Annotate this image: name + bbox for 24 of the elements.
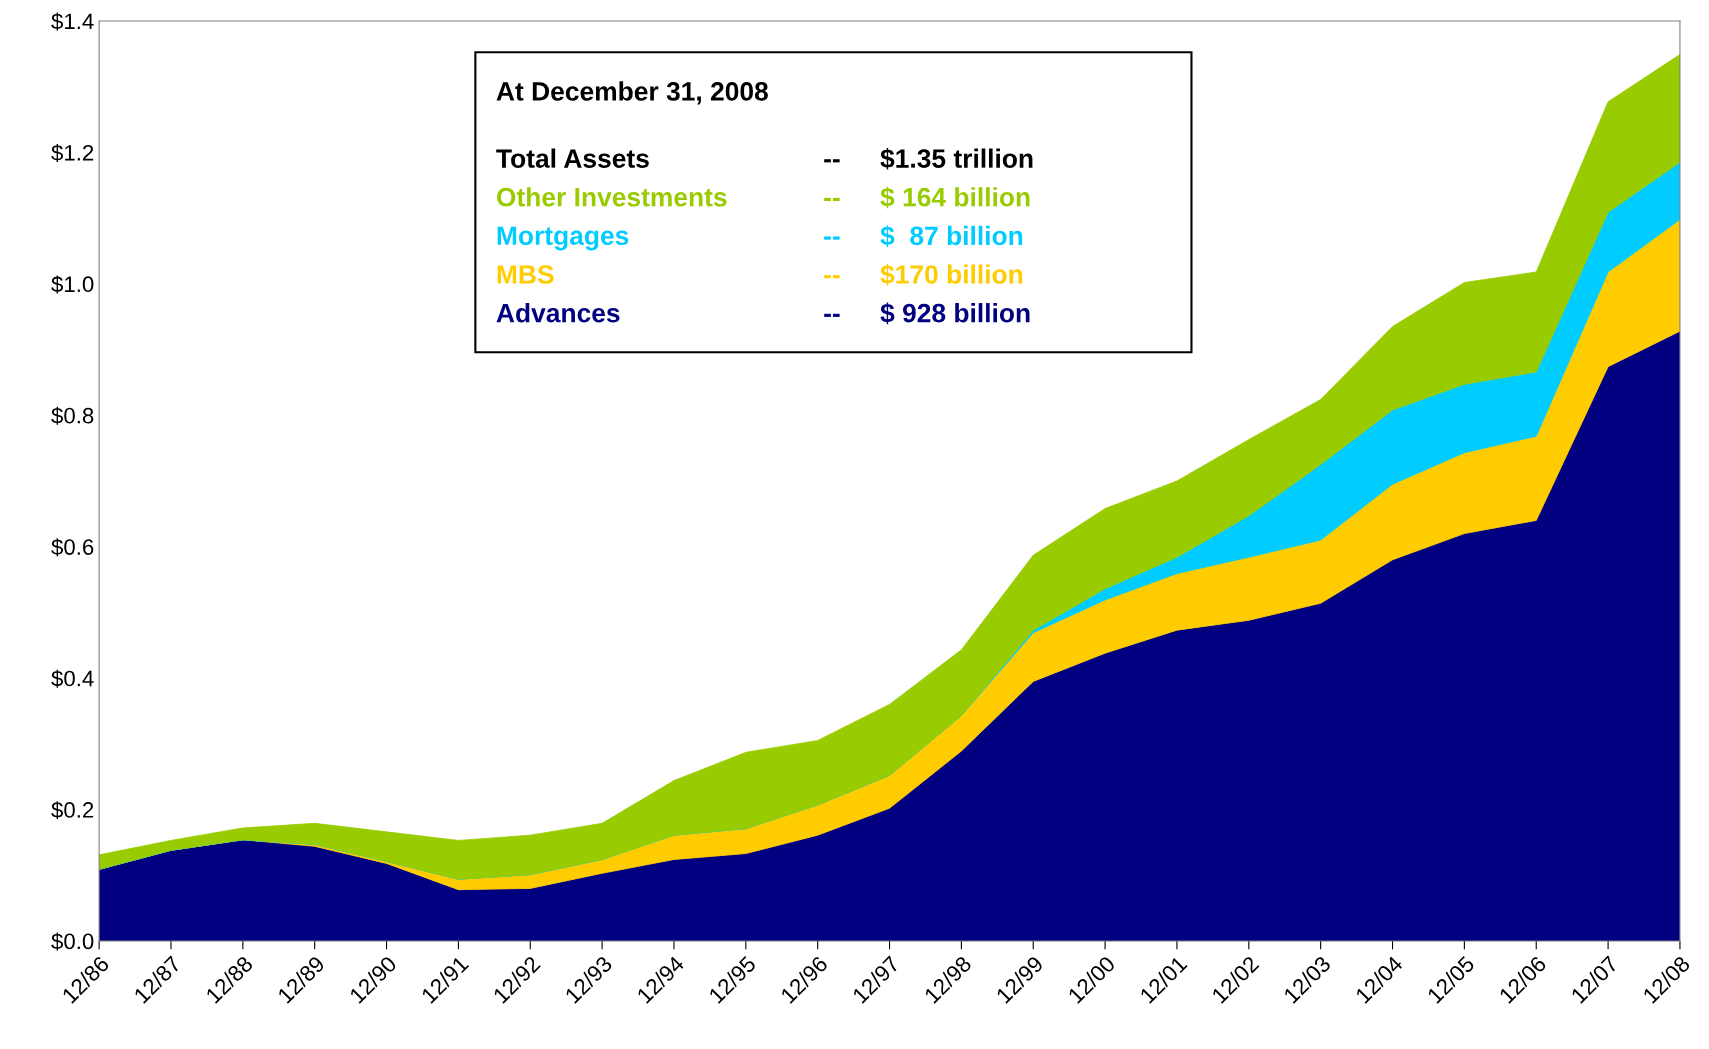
annotation: -- xyxy=(824,159,840,163)
y-tick-label: $1.4 xyxy=(51,12,94,31)
y-tick-label: $0.6 xyxy=(51,538,94,557)
annotation: $ 87 billion xyxy=(880,225,1023,247)
annotation: -- xyxy=(824,197,840,202)
annotation: -- xyxy=(824,313,840,317)
text: MBS xyxy=(497,265,554,284)
annotation: $1.35 trillion xyxy=(880,148,1033,170)
y-tick-label: $0.4 xyxy=(51,669,94,688)
text: Mortgages xyxy=(497,226,629,251)
annotation: -- xyxy=(824,275,840,279)
y-tick-label: $0.8 xyxy=(51,406,94,425)
y-tick-label: $0.0 xyxy=(51,932,94,951)
annotation: $ 928 billion xyxy=(880,302,1030,325)
annotation: Total Assets xyxy=(496,148,649,168)
text: Other Investments xyxy=(496,187,727,207)
annotation: $ 164 billion xyxy=(880,186,1030,209)
text: Advances xyxy=(496,303,620,323)
annotation: $170 billion xyxy=(880,263,1023,286)
annotation: -- xyxy=(824,236,840,240)
annotation: At December 31, 2008 xyxy=(496,81,768,105)
y-tick-label: $1.0 xyxy=(51,275,94,294)
y-tick-label: $0.2 xyxy=(51,801,94,820)
y-tick-label: $1.2 xyxy=(51,144,94,162)
